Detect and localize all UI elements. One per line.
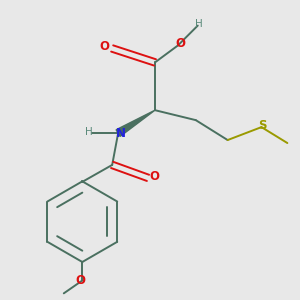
Text: O: O bbox=[75, 274, 85, 287]
Text: H: H bbox=[85, 127, 93, 137]
Text: O: O bbox=[176, 37, 186, 50]
Text: S: S bbox=[258, 119, 266, 132]
Text: O: O bbox=[150, 170, 160, 183]
Text: O: O bbox=[100, 40, 110, 53]
Text: H: H bbox=[195, 19, 203, 29]
Polygon shape bbox=[116, 110, 155, 136]
Text: N: N bbox=[116, 127, 125, 140]
